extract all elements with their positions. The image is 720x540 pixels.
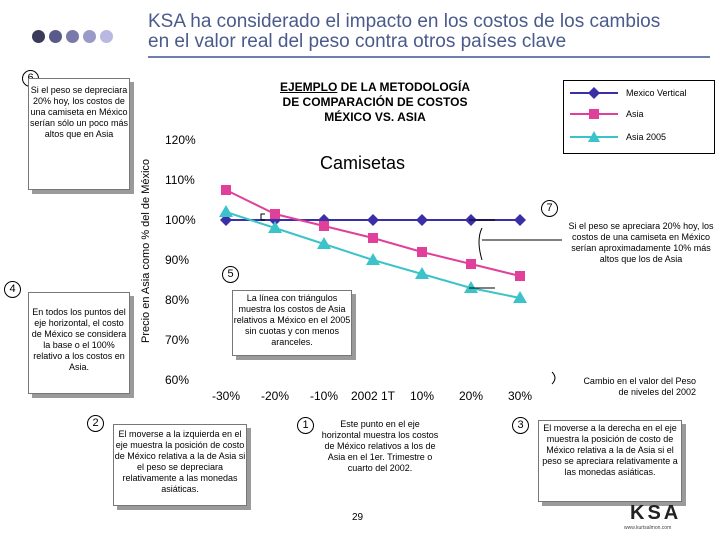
data-point-asia <box>221 185 231 195</box>
data-point-asia <box>319 221 329 231</box>
x-axis-label: Cambio en el valor del Peso de niveles d… <box>583 376 696 397</box>
header-dot <box>100 30 113 43</box>
callout-number-7: 7 <box>541 200 558 217</box>
page-number: 29 <box>352 512 364 523</box>
y-tick-label: 120% <box>165 133 196 147</box>
callout-number-3: 3 <box>512 417 529 434</box>
callout-number-1: 1 <box>297 417 314 434</box>
callout-number-4: 4 <box>4 281 21 298</box>
y-tick-label: 90% <box>165 253 189 267</box>
legend-triangle-marker <box>588 131 600 142</box>
data-point-asia-2005 <box>366 253 380 265</box>
chart-subtitle: EJEMPLO DE LA METODOLOGÍA DE COMPARACIÓN… <box>240 80 510 125</box>
brace-right <box>478 227 483 261</box>
data-point-asia <box>270 209 280 219</box>
chart-subtitle-line2: DE COMPARACIÓN DE COSTOS <box>282 95 468 109</box>
callout-number-2: 2 <box>87 415 104 432</box>
data-point-asia <box>368 233 378 243</box>
page-title-line2: en el valor real del peso contra otros p… <box>148 31 567 52</box>
data-point-asia-2005 <box>317 237 331 249</box>
data-point-asia-2005 <box>415 267 429 279</box>
data-point-asia-2005 <box>464 281 478 293</box>
ksa-logo-sub: www.kurtsalmon.com <box>624 525 672 531</box>
header-dot <box>83 30 96 43</box>
data-point-asia-2005 <box>219 205 233 217</box>
chart-subtitle-line3: MÉXICO VS. ASIA <box>324 110 426 124</box>
data-point-mexico <box>514 214 526 226</box>
data-point-asia-2005 <box>513 291 527 303</box>
legend-square-marker <box>589 109 599 119</box>
header-dot <box>32 30 45 43</box>
header-dot <box>49 30 62 43</box>
page-title: KSA ha considerado el impacto en los cos… <box>148 12 708 52</box>
x-tick-label: -30% <box>212 389 240 403</box>
x-tick-label: -20% <box>261 389 289 403</box>
chart-title: Camisetas <box>320 153 406 173</box>
callout-box-peso-depreciation: Si el peso se depreciara 20% hoy, los co… <box>28 78 130 190</box>
data-point-asia <box>515 271 525 281</box>
data-point-asia <box>417 247 427 257</box>
y-tick-label: 60% <box>165 373 189 387</box>
callout-box-triangles: La línea con triángulos muestra los cost… <box>232 290 352 356</box>
legend-diamond-marker <box>588 87 600 99</box>
callout-box-base-100: En todos los puntos del eje horizontal, … <box>28 292 130 394</box>
chart-subtitle-line1: DE LA METODOLOGÍA <box>340 80 471 94</box>
x-tick-label: 10% <box>410 389 434 403</box>
data-point-asia <box>466 259 476 269</box>
x-tick-label: 30% <box>508 389 532 403</box>
legend-label-mexico: Mexico Vertical <box>626 88 687 98</box>
x-tick-label: 20% <box>459 389 483 403</box>
x-tick-label: 2002 1T <box>351 389 396 403</box>
data-point-mexico <box>416 214 428 226</box>
callout-text-appreciation: Si el peso se apreciara 20% hoy, los cos… <box>568 221 714 264</box>
callout-box-move-left: El moverse a la izquierda en el eje mues… <box>113 424 247 506</box>
header-dots <box>32 30 132 44</box>
callout-text-2002-point: Este punto en el eje horizontal muestra … <box>321 419 439 473</box>
brace-xaxis <box>551 371 556 385</box>
data-point-mexico <box>367 214 379 226</box>
y-tick-label: 100% <box>165 213 196 227</box>
bracket-left <box>260 213 265 221</box>
header-dot <box>66 30 79 43</box>
chart-legend: Mexico Vertical Asia Asia 2005 <box>563 80 715 154</box>
legend-label-asia-2005: Asia 2005 <box>626 132 667 142</box>
bracket-right-ticks <box>469 219 495 289</box>
ksa-logo: KSA <box>630 502 682 524</box>
callout-number-5: 5 <box>222 266 239 283</box>
y-tick-label: 70% <box>165 333 189 347</box>
x-tick-label: -10% <box>310 389 338 403</box>
chart-subtitle-underlined: EJEMPLO <box>279 80 338 94</box>
data-point-asia-2005 <box>268 221 282 233</box>
y-tick-label: 80% <box>165 293 189 307</box>
page-title-line1: KSA ha considerado el impacto en los cos… <box>148 11 661 32</box>
callout-box-move-right: El moverse a la derecha en el eje muestr… <box>538 420 682 502</box>
y-tick-label: 110% <box>165 173 195 187</box>
title-divider <box>148 56 710 58</box>
legend-label-asia: Asia <box>626 109 644 119</box>
